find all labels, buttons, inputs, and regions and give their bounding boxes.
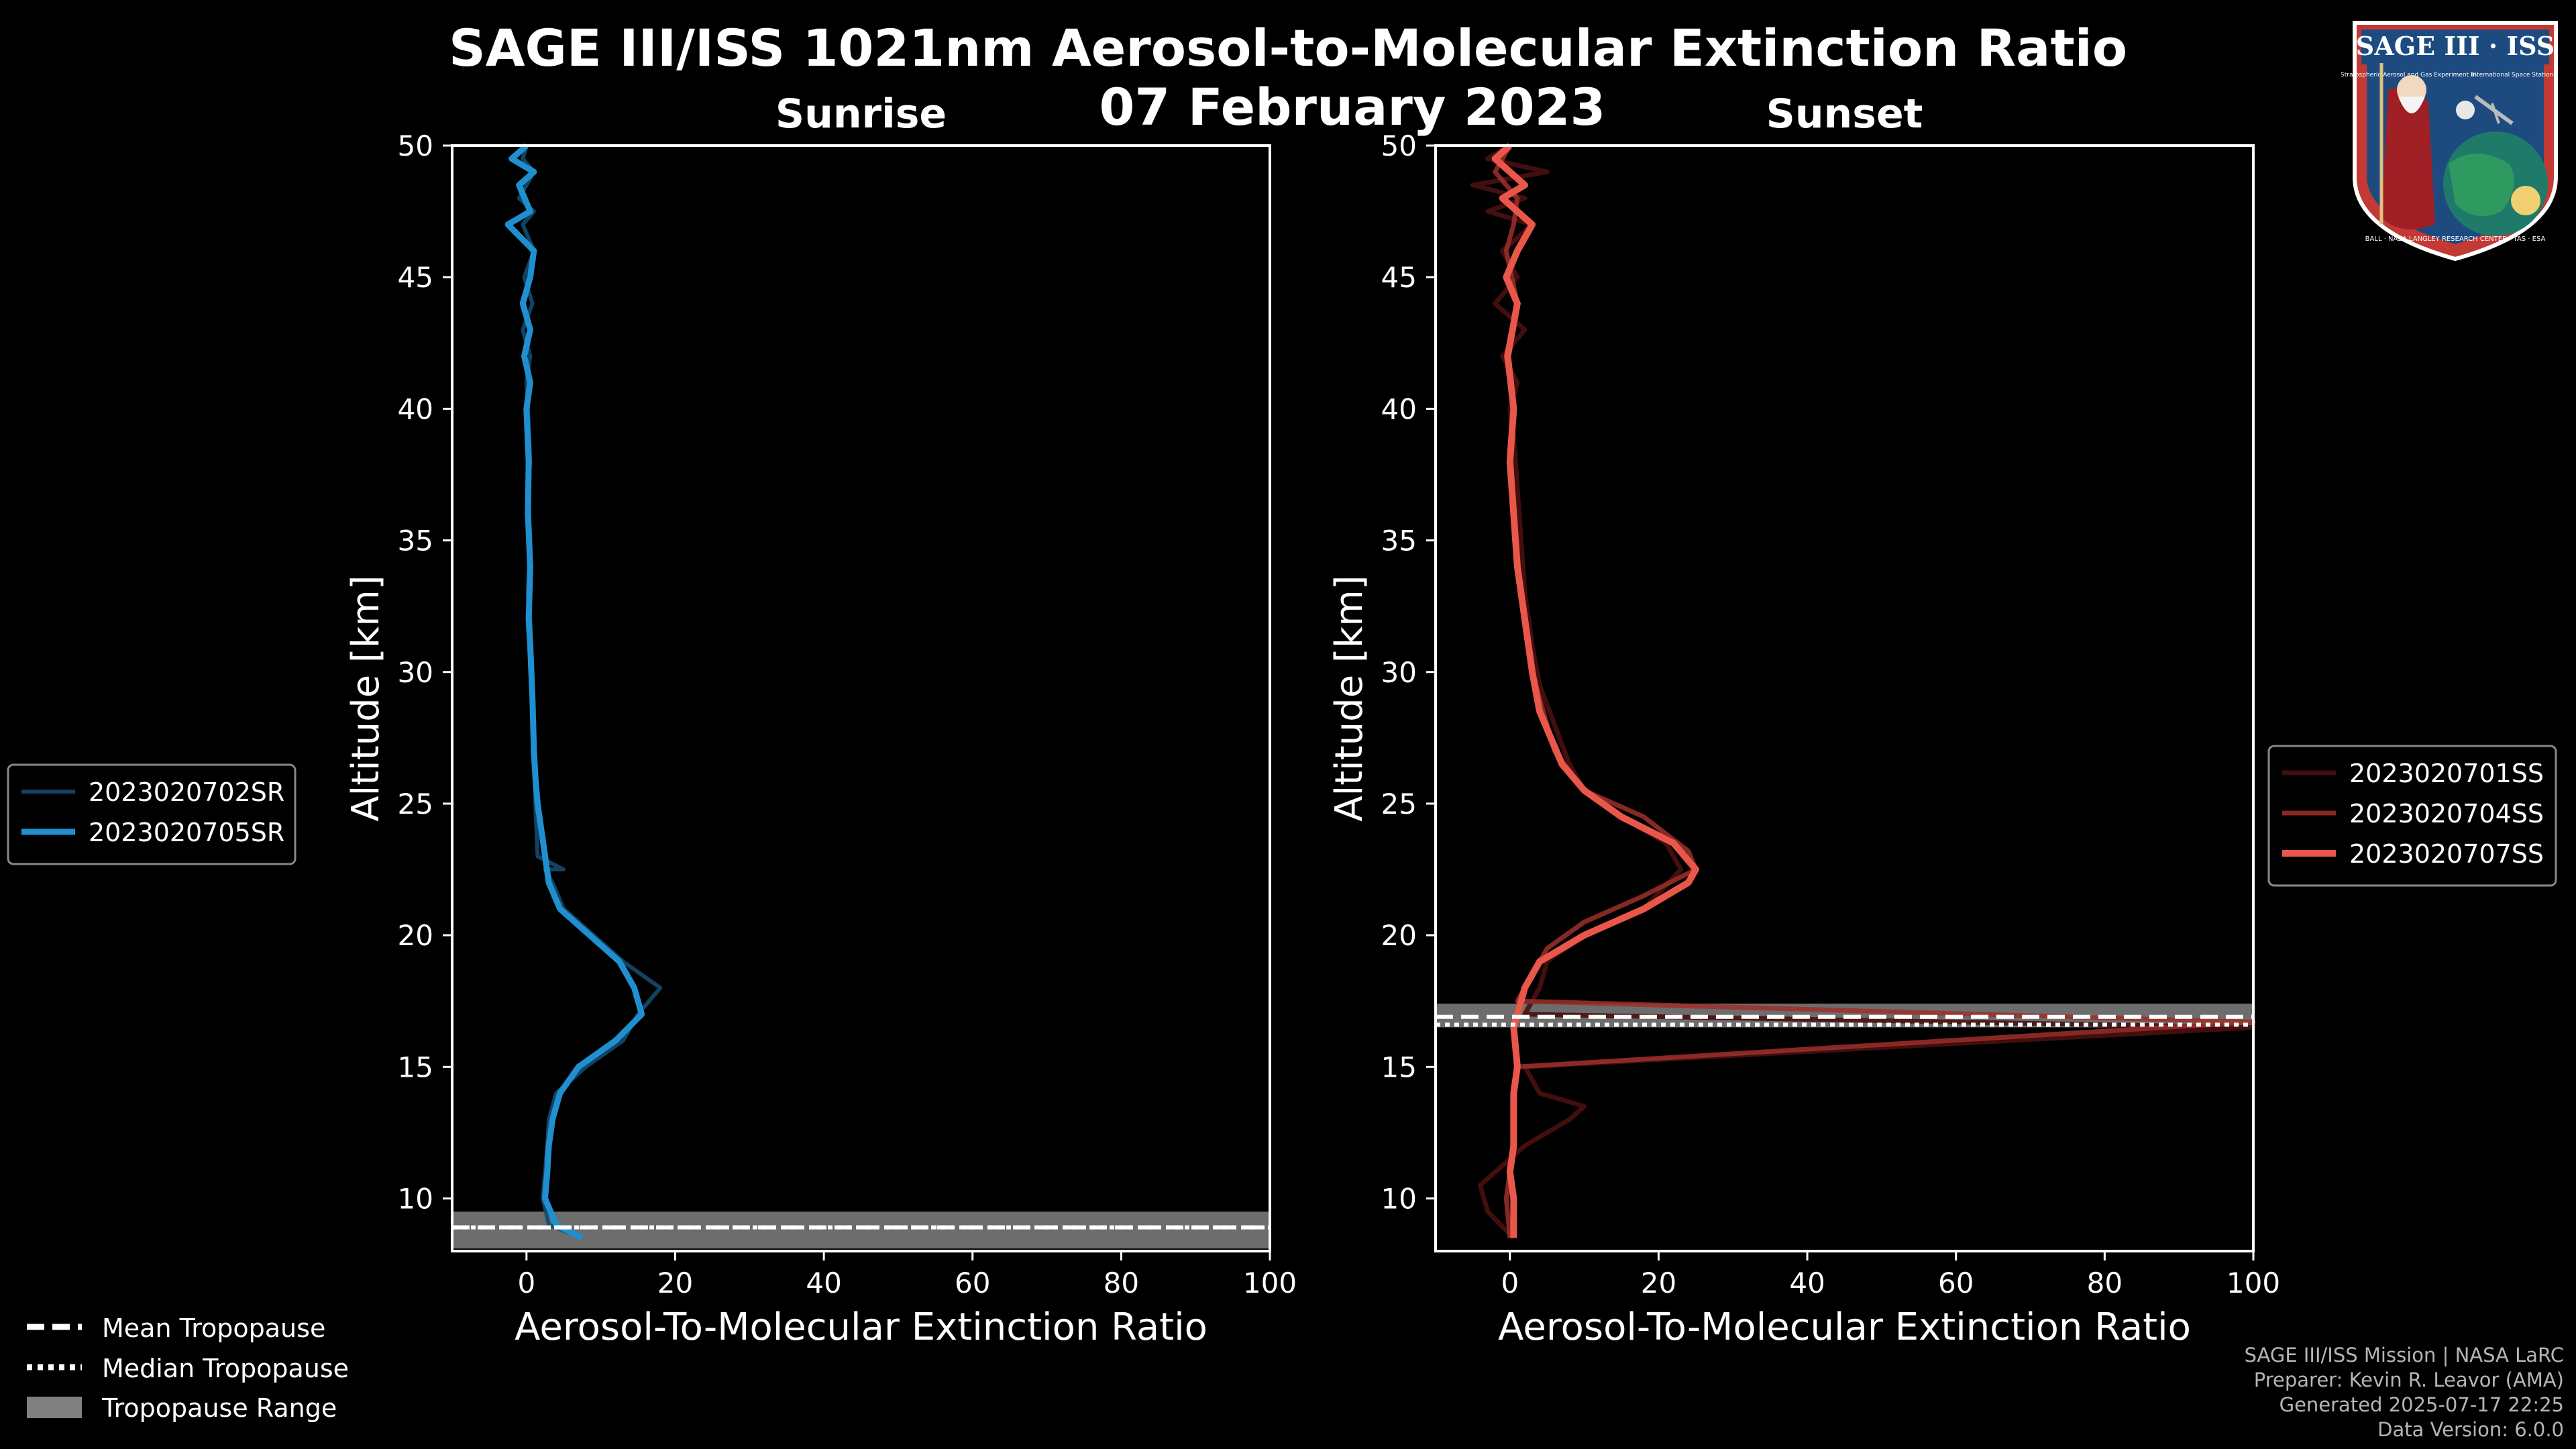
- tropopause-range-swatch: [27, 1397, 82, 1418]
- x-tick-label: 60: [955, 1267, 990, 1299]
- panel-sunset: 0 20 40 60 80 100 10 15 20 25 30 35 40 45 50 Aerosol-To…: [1328, 91, 2280, 1349]
- y-tick-label: 20: [1381, 919, 1417, 952]
- y-axis-label: Altitude [km]: [344, 575, 388, 821]
- y-tick-label: 35: [1381, 525, 1417, 557]
- sage-logo: SAGE III · ISS Stratospheric Aerosol and…: [2341, 21, 2558, 262]
- figure-title: SAGE III/ISS 1021nm Aerosol-to-Molecular…: [449, 18, 2127, 78]
- logo-subtitle-1: Stratospheric Aerosol and Gas Experiment…: [2341, 72, 2476, 78]
- footer-version: Data Version: 6.0.0: [2377, 1418, 2564, 1441]
- x-tick-label: 80: [1104, 1267, 1139, 1299]
- y-tick-label: 40: [398, 392, 433, 425]
- y-tick-label: 20: [398, 919, 433, 952]
- tropopause-range-band: [452, 1212, 1270, 1249]
- x-axis-label: Aerosol-To-Molecular Extinction Ratio: [515, 1305, 1208, 1349]
- y-tick-label: 15: [398, 1051, 433, 1083]
- series-line-2023020707SS: [1491, 143, 1699, 1238]
- logo-title: SAGE III · ISS: [2356, 31, 2555, 61]
- logo-subtitle-2: International Space Station: [2471, 72, 2554, 78]
- logo-ring-text: BALL · NASA LANGLEY RESEARCH CENTER · TA…: [2365, 235, 2546, 243]
- x-tick-label: 20: [657, 1267, 693, 1299]
- footer-preparer: Preparer: Kevin R. Leavor (AMA): [2253, 1368, 2564, 1391]
- panel-title: Sunrise: [775, 91, 947, 138]
- y-tick-label: 15: [1381, 1051, 1417, 1083]
- y-tick-label: 10: [1381, 1183, 1417, 1216]
- y-tick-label: 35: [398, 525, 433, 557]
- y-tick-label: 50: [1381, 129, 1417, 162]
- axes-frame: [451, 144, 1271, 1252]
- legend-label-2023020701SS: 2023020701SS: [2349, 759, 2544, 788]
- x-tick-label: 100: [2226, 1267, 2280, 1299]
- median-tropopause-label: Median Tropopause: [102, 1354, 349, 1383]
- y-tick-label: 30: [398, 656, 433, 689]
- legend-label-2023020705SR: 2023020705SR: [89, 818, 284, 847]
- footer-generated: Generated 2025-07-17 22:25: [2279, 1393, 2564, 1416]
- panel-title: Sunset: [1766, 91, 1923, 138]
- axes-frame: [1434, 144, 2255, 1252]
- y-tick-label: 10: [398, 1183, 433, 1216]
- x-axis-label: Aerosol-To-Molecular Extinction Ratio: [1498, 1305, 2191, 1349]
- legend-label-2023020702SR: 2023020702SR: [89, 777, 284, 807]
- x-tick-label: 0: [1501, 1267, 1519, 1299]
- x-tick-label: 100: [1243, 1267, 1297, 1299]
- mean-tropopause-label: Mean Tropopause: [102, 1313, 325, 1343]
- sunrise-legend: 2023020702SR 2023020705SR: [7, 763, 297, 865]
- legend-frame: [7, 763, 297, 865]
- y-tick-label: 40: [1381, 392, 1417, 425]
- y-tick-label: 30: [1381, 656, 1417, 689]
- footer-credits: SAGE III/ISS Mission | NASA LaRC Prepare…: [2245, 1343, 2564, 1442]
- sunset-legend: 2023020701SS 2023020704SS 2023020707SS: [2267, 745, 2557, 887]
- series-line-2023020705SR: [504, 143, 645, 1241]
- panel-sunrise: 0 20 40 60 80 100 10 15 20 25 30 35 40 45 50 Aerosol-To…: [344, 91, 1297, 1349]
- y-tick-label: 45: [1381, 261, 1417, 294]
- legend-frame: [2267, 745, 2557, 887]
- legend-label-2023020704SS: 2023020704SS: [2349, 799, 2544, 828]
- x-tick-label: 20: [1641, 1267, 1676, 1299]
- y-tick-label: 50: [398, 129, 433, 162]
- tropopause-range-label: Tropopause Range: [101, 1393, 337, 1423]
- series-line-2023020702SR: [517, 145, 663, 1240]
- y-tick-label: 25: [398, 788, 433, 820]
- footer-mission: SAGE III/ISS Mission | NASA LaRC: [2244, 1344, 2564, 1366]
- series-line-2023020701SS: [1470, 143, 2256, 1240]
- legend-label-2023020707SS: 2023020707SS: [2349, 839, 2544, 869]
- x-tick-label: 60: [1938, 1267, 1974, 1299]
- y-tick-label: 25: [1381, 788, 1417, 820]
- y-axis-label: Altitude [km]: [1328, 575, 1371, 821]
- x-tick-label: 0: [517, 1267, 535, 1299]
- x-tick-label: 80: [2087, 1267, 2123, 1299]
- series-line-2023020704SS: [1493, 144, 2256, 1238]
- tropopause-legend: Mean Tropopause Median Tropopause Tropop…: [27, 1313, 349, 1423]
- y-tick-label: 45: [398, 261, 433, 294]
- x-tick-label: 40: [806, 1267, 841, 1299]
- x-tick-label: 40: [1789, 1267, 1825, 1299]
- figure-date: 07 February 2023: [1099, 77, 1606, 137]
